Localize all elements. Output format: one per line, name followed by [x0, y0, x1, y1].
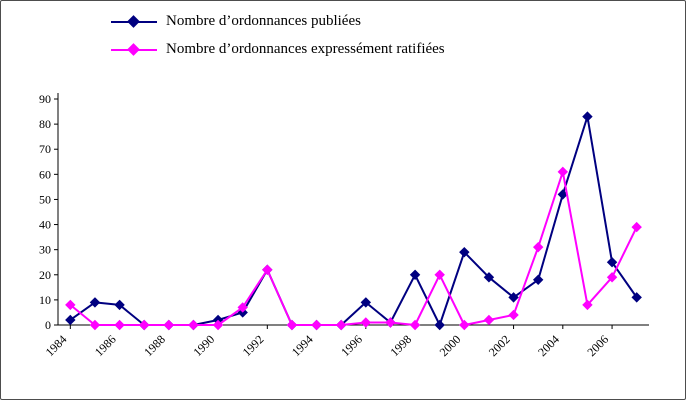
legend-label-publiees: Nombre d’ordonnances publiées	[166, 13, 361, 29]
svg-text:0: 0	[45, 318, 51, 332]
svg-text:1998: 1998	[387, 332, 414, 359]
legend-diamond-icon	[127, 43, 140, 56]
svg-text:1984: 1984	[43, 332, 70, 359]
svg-text:1996: 1996	[338, 332, 365, 359]
legend-label-ratifiees: Nombre d’ordonnances expressément ratifi…	[166, 41, 445, 57]
legend-diamond-icon	[127, 15, 140, 28]
svg-text:1990: 1990	[190, 332, 217, 359]
svg-text:20: 20	[39, 268, 51, 282]
svg-text:60: 60	[39, 167, 51, 181]
svg-text:10: 10	[39, 293, 51, 307]
svg-text:2006: 2006	[584, 332, 611, 359]
svg-text:80: 80	[39, 117, 51, 131]
svg-text:90: 90	[39, 92, 51, 106]
svg-text:50: 50	[39, 192, 51, 206]
legend-marker-publiees	[111, 15, 157, 28]
svg-text:70: 70	[39, 142, 51, 156]
svg-text:1992: 1992	[240, 332, 267, 359]
svg-text:1988: 1988	[141, 332, 168, 359]
legend-marker-ratifiees	[111, 43, 157, 56]
svg-text:1986: 1986	[92, 332, 119, 359]
legend-item-ratifiees: Nombre d’ordonnances expressément ratifi…	[111, 39, 445, 60]
svg-text:2004: 2004	[535, 332, 562, 359]
svg-text:40: 40	[39, 218, 51, 232]
svg-text:2002: 2002	[486, 332, 513, 359]
svg-text:30: 30	[39, 243, 51, 257]
legend-item-publiees: Nombre d’ordonnances publiées	[111, 11, 445, 32]
svg-text:1994: 1994	[289, 332, 316, 359]
svg-text:2000: 2000	[437, 332, 464, 359]
chart-legend: Nombre d’ordonnances publiées Nombre d’o…	[111, 11, 445, 60]
